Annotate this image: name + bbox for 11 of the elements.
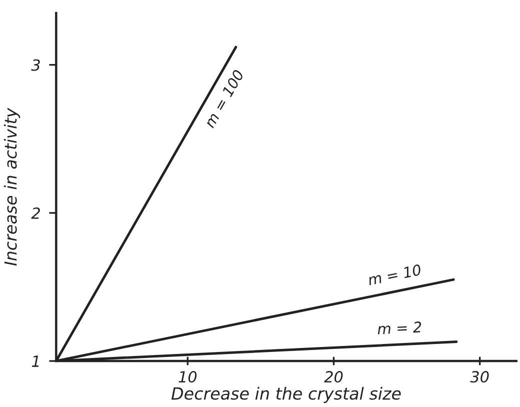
text: m = 10 (367, 264, 422, 286)
y-tick-label: 3 (31, 59, 40, 71)
x-tick-label: 20 (324, 371, 343, 383)
y-axis-title: Increase in activity (4, 108, 20, 266)
x-tick-label: 30 (470, 371, 489, 383)
series-label: m = 2 (377, 321, 422, 334)
text: m = 100 (204, 69, 244, 129)
y-tick-label: 2 (31, 207, 40, 219)
x-axis-title: Decrease in the crystal size (171, 386, 401, 404)
x-tick-label: 10 (178, 371, 197, 383)
y-tick-label: 1 (32, 356, 39, 367)
